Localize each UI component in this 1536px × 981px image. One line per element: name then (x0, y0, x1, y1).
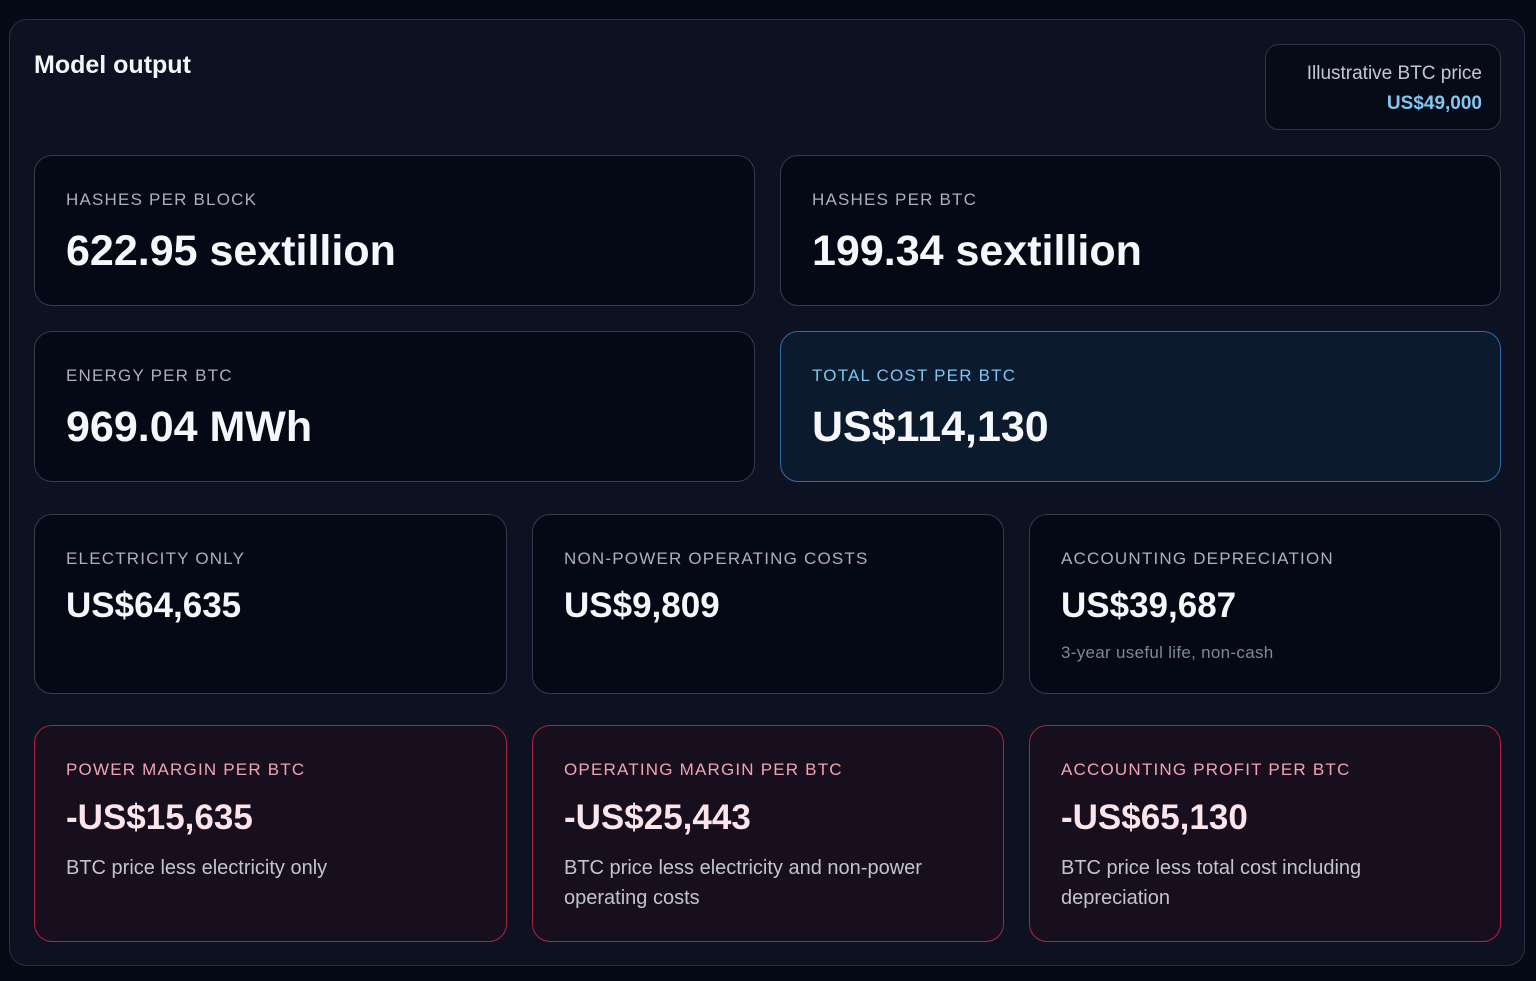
metric-label: TOTAL COST PER BTC (812, 366, 1017, 385)
metric-value: US$64,635 (66, 586, 242, 625)
margin-card: ACCOUNTING PROFIT PER BTC -US$65,130 BTC… (1029, 725, 1501, 942)
metric-card: NON-POWER OPERATING COSTS US$9,809 (532, 514, 1004, 694)
metric-label: POWER MARGIN PER BTC (66, 760, 306, 779)
metric-label: ACCOUNTING PROFIT PER BTC (1061, 760, 1351, 779)
metric-note: BTC price less electricity and non-power… (564, 857, 922, 909)
price-badge: Illustrative BTC price US$49,000 (1265, 44, 1501, 130)
metric-card: HASHES PER BLOCK 622.95 sextillion (34, 155, 755, 306)
metric-label: ENERGY PER BTC (66, 366, 233, 385)
metric-label: NON-POWER OPERATING COSTS (564, 549, 869, 568)
metric-value: -US$65,130 (1061, 798, 1248, 837)
margin-card: OPERATING MARGIN PER BTC -US$25,443 BTC … (532, 725, 1004, 942)
metric-value: 622.95 sextillion (66, 227, 396, 275)
highlight-card: TOTAL COST PER BTC US$114,130 (780, 331, 1501, 482)
metric-card: ACCOUNTING DEPRECIATION US$39,687 3-year… (1029, 514, 1501, 694)
price-label: Illustrative BTC price (1306, 63, 1482, 84)
metric-label: HASHES PER BLOCK (66, 190, 258, 209)
metric-note: 3-year useful life, non-cash (1061, 643, 1274, 662)
metric-value: -US$25,443 (564, 798, 751, 837)
panel-title: Model output (34, 51, 191, 79)
metric-note: BTC price less total cost including depr… (1061, 857, 1362, 909)
metric-label: ELECTRICITY ONLY (66, 549, 246, 568)
metric-value: US$9,809 (564, 586, 720, 625)
metric-card: ELECTRICITY ONLY US$64,635 (34, 514, 507, 694)
metric-value: 199.34 sextillion (812, 227, 1142, 275)
price-value: US$49,000 (1386, 93, 1482, 114)
metric-label: ACCOUNTING DEPRECIATION (1061, 549, 1334, 568)
metric-label: OPERATING MARGIN PER BTC (564, 760, 843, 779)
metric-note: BTC price less electricity only (66, 857, 328, 879)
metric-card: HASHES PER BTC 199.34 sextillion (780, 155, 1501, 306)
metric-card: ENERGY PER BTC 969.04 MWh (34, 331, 755, 482)
metric-label: HASHES PER BTC (812, 190, 978, 209)
metric-value: US$114,130 (812, 403, 1049, 451)
metric-value: 969.04 MWh (66, 403, 313, 451)
metric-value: -US$15,635 (66, 798, 253, 837)
metric-value: US$39,687 (1061, 586, 1237, 625)
margin-card: POWER MARGIN PER BTC -US$15,635 BTC pric… (34, 725, 507, 942)
